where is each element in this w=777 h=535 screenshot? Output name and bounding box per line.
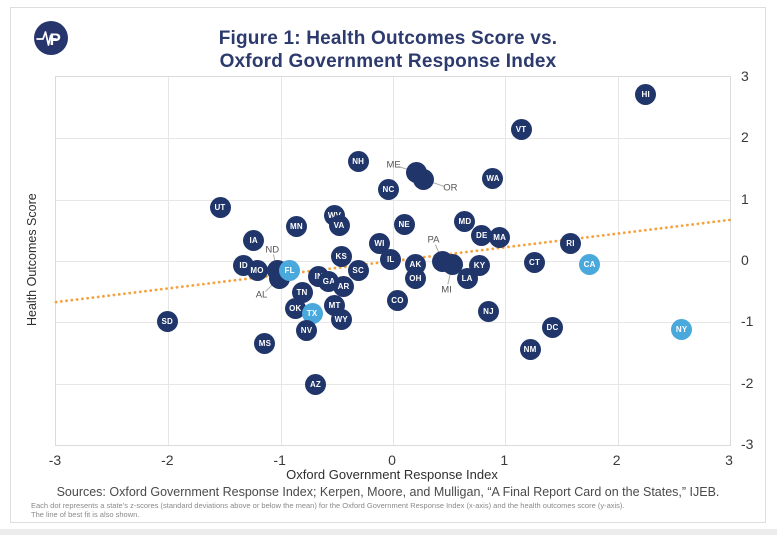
figure-note: Each dot represents a state’s z-scores (…: [31, 501, 747, 519]
state-label-AL: AL: [255, 289, 268, 301]
state-label-MI: MI: [441, 284, 452, 296]
state-dot-TX: TX: [301, 303, 323, 325]
state-dot-IL: IL: [380, 249, 402, 271]
x-tick-1: 1: [500, 452, 509, 468]
state-dot-LA: LA: [456, 268, 478, 290]
state-dot-MS: MS: [254, 333, 276, 355]
figure-title-line1: Figure 1: Health Outcomes Score vs.: [218, 28, 558, 49]
scatter-chart: HIVTNHNCWAUTWVVAMNIANEMDDEMARIWIKSILIDMO…: [11, 8, 767, 524]
x-tick-0: 0: [388, 452, 396, 468]
figure-note-line1: Each dot represents a state’s z-scores (…: [31, 501, 625, 510]
state-label-ND: ND: [265, 244, 280, 256]
page-bottom-strip: [0, 529, 777, 535]
state-dot-DC: DC: [542, 317, 563, 339]
state-dot-SD: SD: [156, 310, 178, 332]
svg-text:P: P: [50, 30, 61, 49]
sources-line: Sources: Oxford Government Response Inde…: [56, 485, 720, 499]
state-dot-NE: NE: [393, 214, 415, 236]
state-dot-NV: NV: [296, 319, 317, 341]
org-logo-icon: P: [33, 20, 69, 56]
gridline-y--2: [56, 383, 730, 385]
state-dot-MN: MN: [285, 215, 307, 237]
x-tick-3: 3: [725, 452, 733, 468]
state-dot-DE: DE: [471, 225, 493, 247]
state-dot-MI: [442, 253, 464, 275]
state-dot-FL: FL: [279, 259, 301, 281]
state-dot-CO: CO: [386, 290, 408, 312]
plot-area: HIVTNHNCWAUTWVVAMNIANEMDDEMARIWIKSILIDMO…: [54, 76, 732, 446]
x-tick-2: 2: [612, 452, 621, 468]
state-dot-TN: TN: [291, 281, 313, 303]
figure-title: Figure 1: Health Outcomes Score vs. Oxfo…: [11, 27, 765, 73]
gridline-y-1: [56, 199, 730, 201]
x-tick--1: -1: [273, 452, 286, 468]
figure-note-line2: The line of best fit is also shown.: [31, 510, 140, 519]
state-dot-NC: NC: [378, 179, 399, 201]
y-tick-2: 2: [741, 129, 749, 146]
state-label-ME: ME: [386, 159, 401, 171]
state-dot-WY: WY: [330, 309, 352, 331]
y-tick-0: 0: [741, 252, 749, 268]
state-dot-NJ: NJ: [477, 300, 499, 322]
state-dot-IA: IA: [243, 229, 265, 251]
state-dot-RI: RI: [559, 232, 581, 254]
y-axis-title: Health Outcomes Score: [25, 193, 39, 327]
state-dot-HI: HI: [635, 83, 657, 105]
state-dot-CA: CA: [579, 253, 601, 275]
x-tick--2: -2: [161, 452, 174, 468]
state-label-PA: PA: [427, 234, 440, 246]
state-dot-CT: CT: [524, 251, 546, 273]
gridline-y--1: [56, 322, 730, 324]
state-dot-WA: WA: [482, 168, 504, 190]
y-tick-3: 3: [741, 68, 749, 84]
state-dot-WI: WI: [369, 233, 391, 255]
figure-card: P Figure 1: Health Outcomes Score vs. Ox…: [10, 7, 766, 523]
state-dot-OK: OK: [284, 297, 306, 319]
x-tick--3: -3: [48, 452, 62, 468]
state-dot-MO: MO: [246, 259, 268, 281]
state-label-OR: OR: [443, 182, 458, 194]
state-dot-NH: NH: [347, 150, 369, 172]
state-dot-VA: VA: [328, 214, 350, 236]
state-dot-AR: AR: [333, 275, 355, 297]
state-dot-OR: [412, 168, 434, 190]
y-tick-1: 1: [741, 190, 749, 207]
state-dot-AZ: AZ: [304, 373, 326, 395]
state-dot-MA: MA: [489, 226, 511, 248]
gridline-y-2: [56, 138, 730, 140]
y-tick--1: -1: [741, 313, 754, 330]
state-dot-UT: UT: [209, 196, 231, 218]
x-axis-title: Oxford Government Response Index: [286, 467, 498, 482]
state-dot-NM: NM: [519, 338, 541, 360]
y-tick--2: -2: [741, 374, 754, 391]
y-tick--3: -3: [741, 436, 754, 452]
state-dot-VT: VT: [510, 119, 532, 141]
state-dot-OH: OH: [404, 268, 426, 290]
state-dot-KS: KS: [330, 245, 352, 267]
state-dot-NY: NY: [671, 318, 693, 340]
state-dot-MD: MD: [454, 211, 476, 233]
figure-title-line2: Oxford Government Response Index: [219, 51, 557, 72]
state-dot-SC: SC: [347, 260, 369, 282]
